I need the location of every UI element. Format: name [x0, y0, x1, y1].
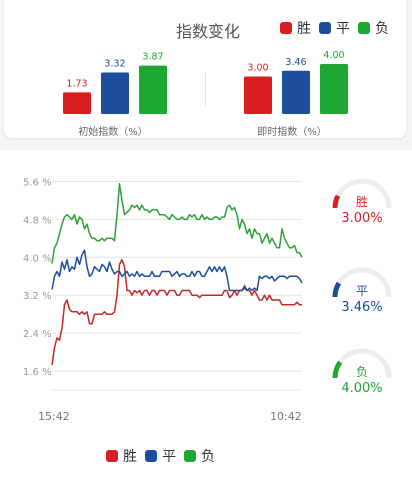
trend-card — [0, 150, 412, 478]
gauge-draw: 平 3.46% — [332, 267, 392, 315]
gauge-label-loss: 负 — [356, 365, 368, 379]
x-tick-label-end: 10:42 — [270, 410, 302, 423]
gauge-label-win: 胜 — [356, 194, 368, 209]
bar-charts: 1.73 3.32 3.87 初始指数（%） 3.00 3.46 4.00 即时指数（%） — [63, 50, 348, 138]
gauge-value-win: 3.00% — [341, 211, 382, 226]
initial-bar-value-2: 3.87 — [142, 52, 163, 63]
gauge-fill-win — [332, 194, 341, 209]
gauge-loss: 负 4.00% — [332, 348, 392, 396]
legend-label-draw: 平 — [336, 21, 350, 37]
legend-label-win-bottom: 胜 — [123, 449, 137, 465]
legend-swatch-draw — [319, 22, 331, 34]
series-line-draw — [51, 249, 303, 292]
section-title: 指数变化 — [176, 22, 241, 41]
y-tick-label-5: 5.6 % — [23, 177, 52, 188]
legend-item-draw[interactable]: 平 — [319, 18, 350, 38]
y-tick-label-0: 1.6 % — [23, 367, 52, 378]
legend-label-loss-bottom: 负 — [201, 449, 215, 465]
legend-item-draw-bottom[interactable]: 平 — [145, 446, 176, 466]
y-tick-label-3: 4.0 % — [23, 253, 52, 264]
current-bar-2 — [320, 64, 348, 114]
legend-swatch-draw-bottom — [145, 450, 157, 462]
gauge-value-draw: 3.46% — [341, 300, 382, 315]
current-axis-label: 即时指数（%） — [257, 125, 327, 138]
top-legend: 胜 平 负 — [280, 18, 397, 38]
series-line-loss — [51, 183, 303, 264]
gauge-value-loss: 4.00% — [341, 381, 382, 396]
legend-swatch-win-bottom — [106, 450, 118, 462]
legend-label-win: 胜 — [297, 21, 311, 37]
initial-bar-2 — [139, 65, 167, 114]
legend-swatch-loss — [358, 22, 370, 34]
legend-label-draw-bottom: 平 — [162, 449, 176, 465]
chart-divider — [205, 72, 206, 106]
gauge-fill-draw — [332, 281, 342, 298]
y-tick-label-1: 2.4 % — [23, 329, 52, 340]
initial-bar-value-0: 1.73 — [66, 78, 87, 89]
y-tick-label-2: 3.2 % — [23, 291, 52, 302]
current-bar-value-1: 3.46 — [285, 57, 306, 68]
current-bar-0 — [244, 76, 272, 114]
trend-line-chart: 1.6 % 2.4 % 3.2 % 4.0 % 4.8 % 5.6 % 15:42 10:42… — [23, 177, 392, 423]
bottom-legend: 胜 平 负 — [106, 446, 223, 466]
legend-item-loss[interactable]: 负 — [358, 18, 389, 38]
legend-item-loss-bottom[interactable]: 负 — [184, 446, 215, 466]
current-bar-value-0: 3.00 — [247, 63, 268, 74]
current-bar-value-2: 4.00 — [323, 50, 344, 61]
legend-swatch-win — [280, 22, 292, 34]
y-tick-label-4: 4.8 % — [23, 215, 52, 226]
initial-axis-label: 初始指数（%） — [78, 125, 148, 138]
x-tick-label-start: 15:42 — [38, 410, 70, 423]
legend-label-loss: 负 — [375, 21, 389, 37]
series-line-win — [51, 258, 302, 366]
legend-item-win-bottom[interactable]: 胜 — [106, 446, 137, 466]
current-bar-1 — [282, 70, 310, 114]
gauge-label-draw: 平 — [356, 284, 368, 298]
legend-item-win[interactable]: 胜 — [280, 18, 311, 38]
legend-swatch-loss-bottom — [184, 450, 196, 462]
gauge-fill-loss — [332, 360, 343, 379]
initial-bar-0 — [63, 92, 91, 114]
gauge-win: 胜 3.00% — [332, 178, 392, 226]
initial-bar-1 — [101, 72, 129, 114]
initial-bar-value-1: 3.32 — [104, 59, 125, 70]
